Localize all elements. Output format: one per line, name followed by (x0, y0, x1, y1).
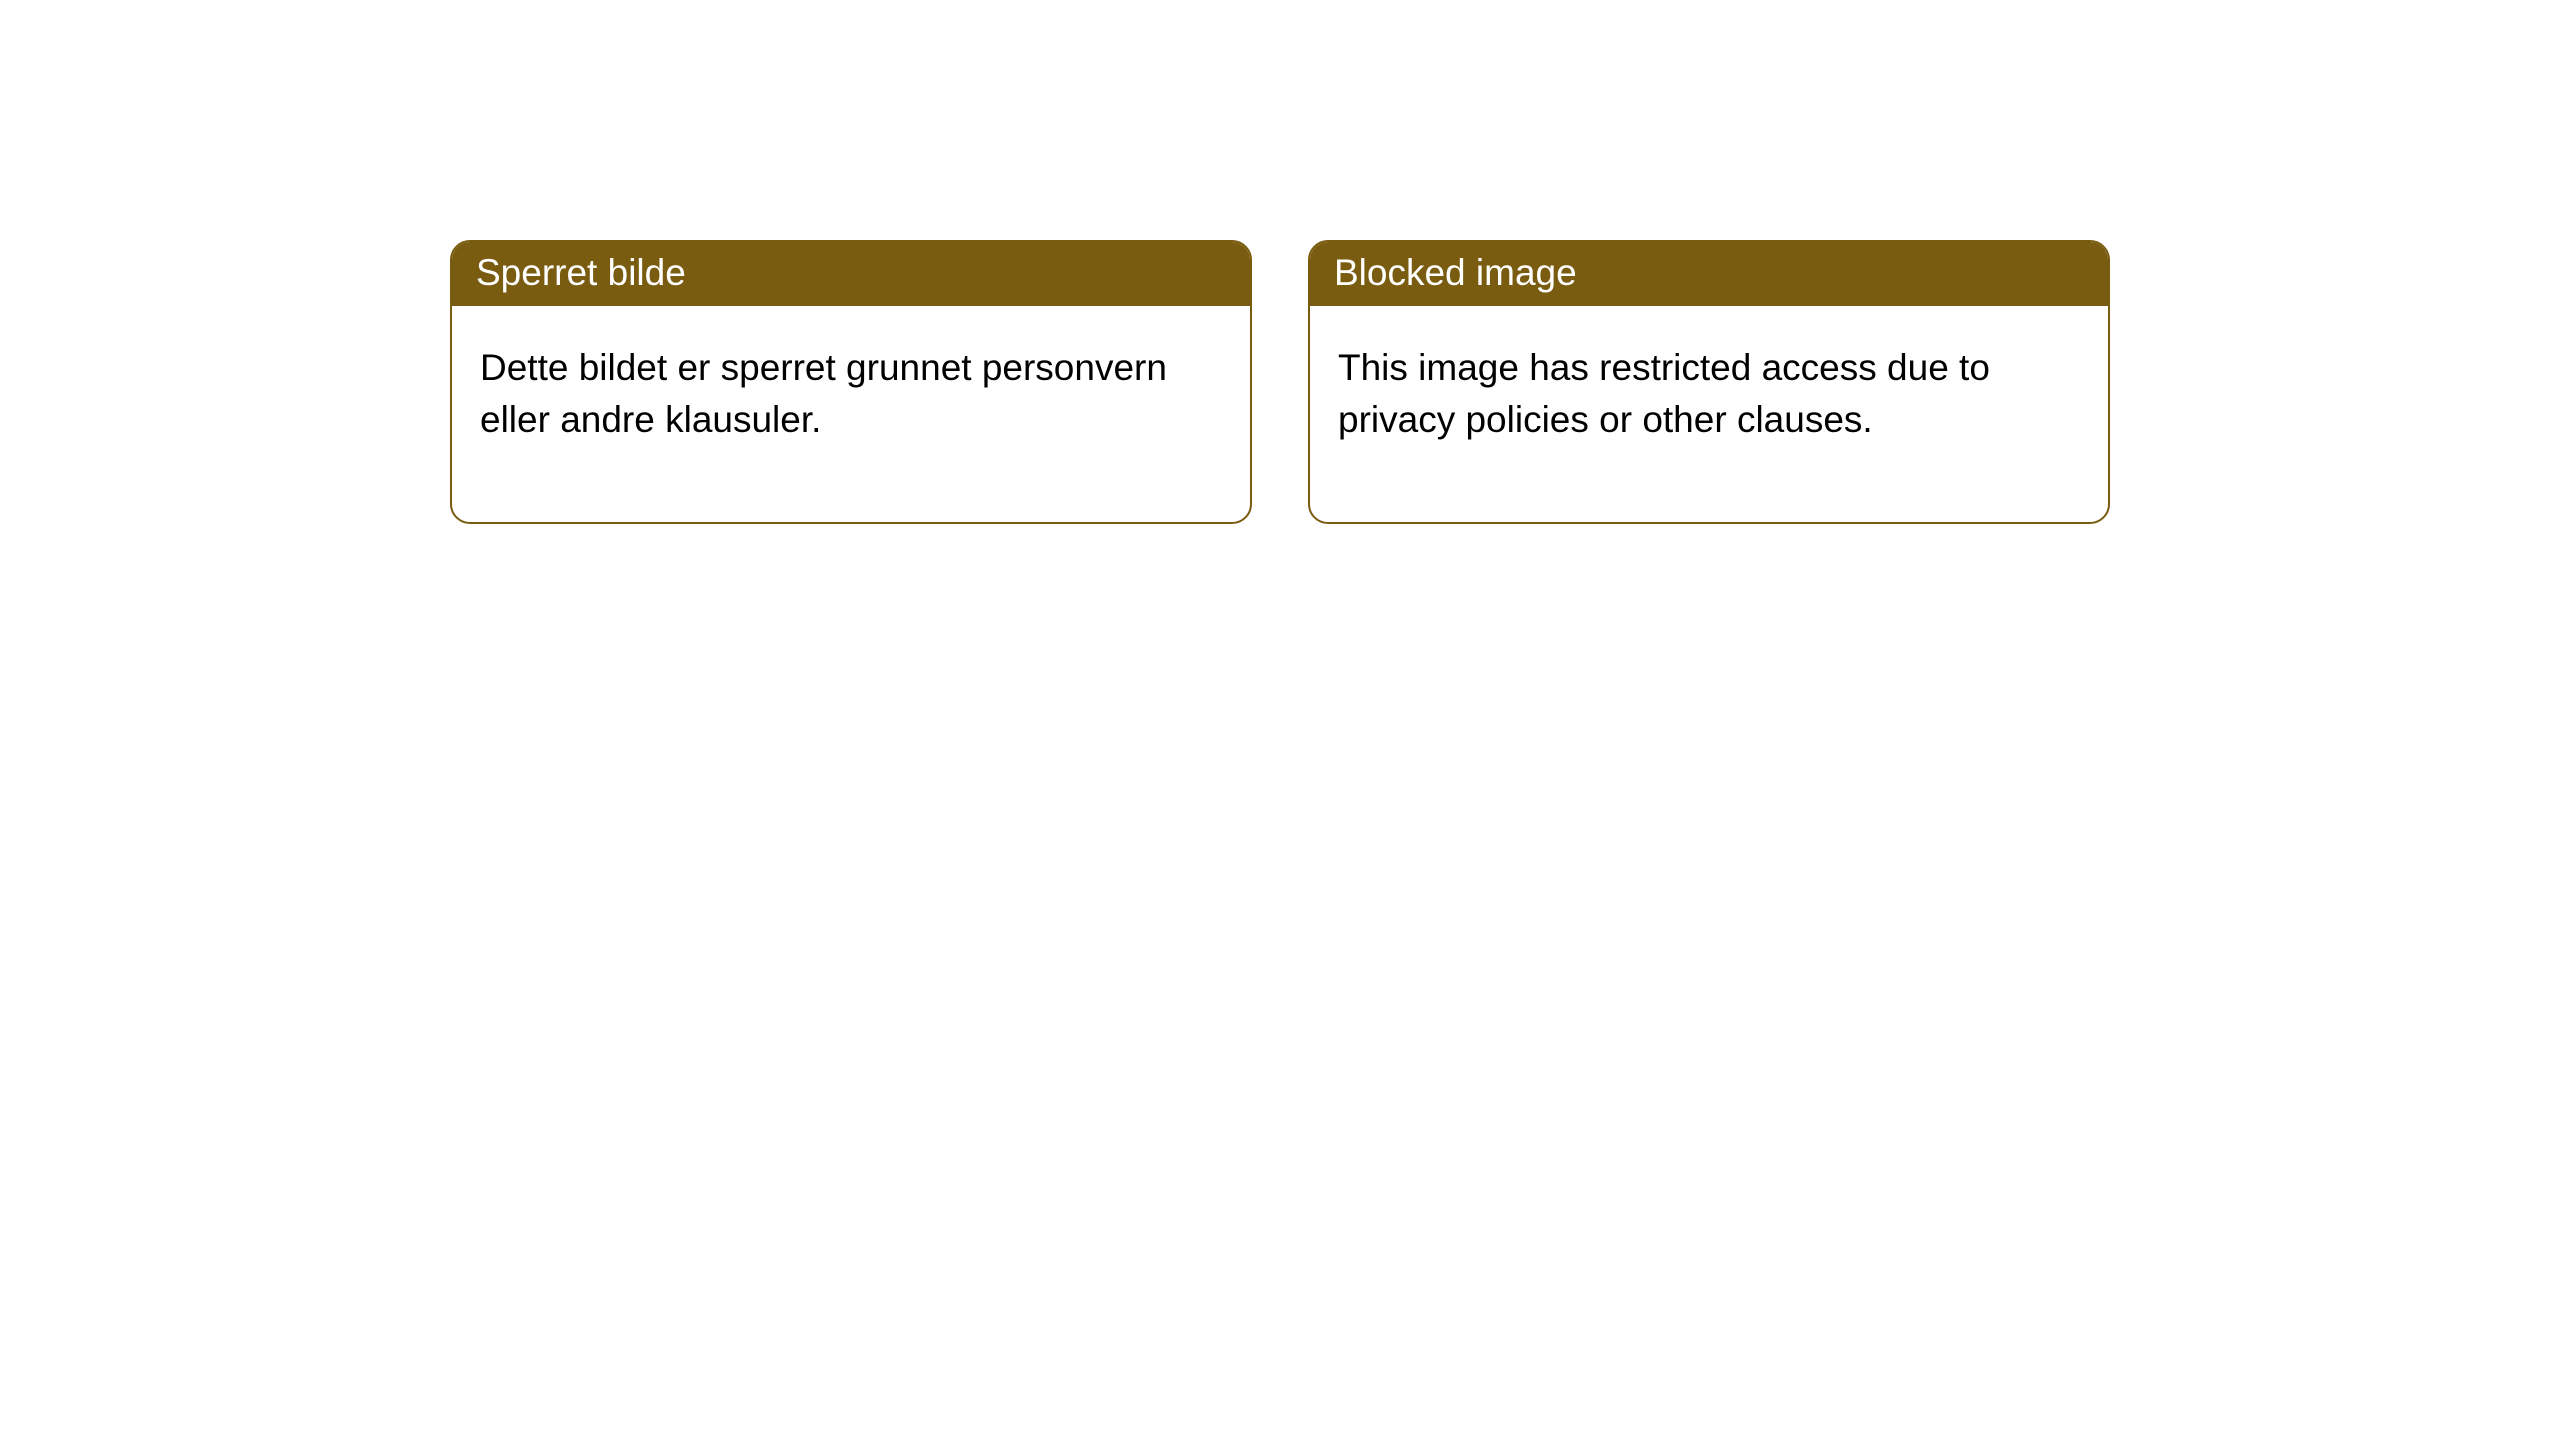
card-title: Sperret bilde (476, 252, 686, 293)
card-header: Sperret bilde (452, 242, 1250, 306)
card-header: Blocked image (1310, 242, 2108, 306)
card-body: This image has restricted access due to … (1310, 306, 2108, 522)
card-body-text: Dette bildet er sperret grunnet personve… (480, 347, 1167, 440)
card-title: Blocked image (1334, 252, 1577, 293)
card-body-text: This image has restricted access due to … (1338, 347, 1990, 440)
card-body: Dette bildet er sperret grunnet personve… (452, 306, 1250, 522)
notice-card-no: Sperret bilde Dette bildet er sperret gr… (450, 240, 1252, 524)
notice-container: Sperret bilde Dette bildet er sperret gr… (450, 240, 2110, 524)
notice-card-en: Blocked image This image has restricted … (1308, 240, 2110, 524)
